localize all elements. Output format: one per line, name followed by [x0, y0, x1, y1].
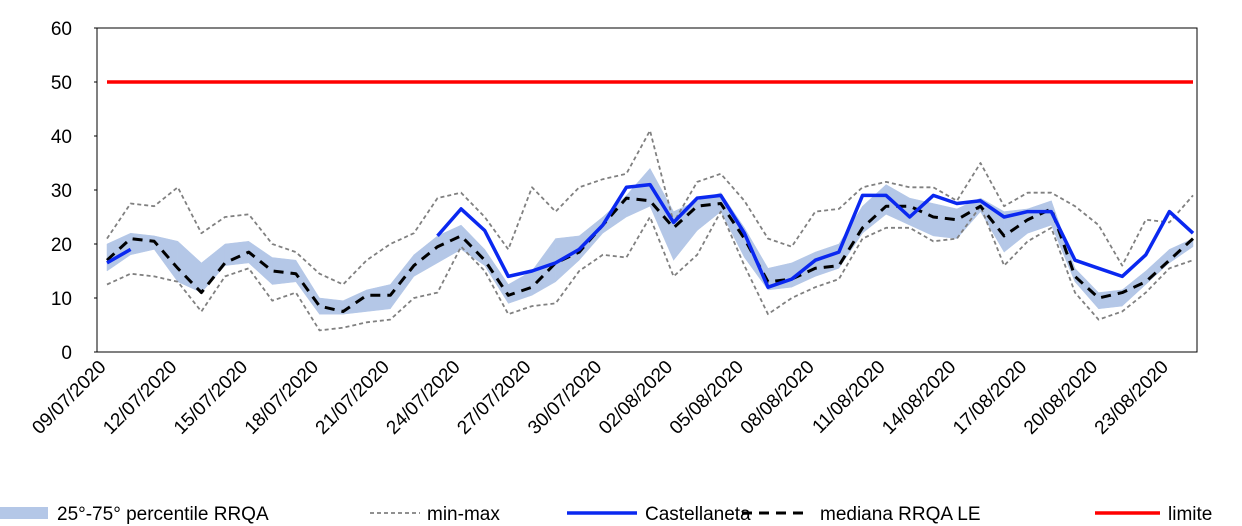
x-tick-label: 09/07/2020	[28, 357, 110, 439]
legend-swatch	[0, 507, 48, 519]
x-tick-label: 12/07/2020	[99, 357, 181, 439]
percentile-band	[153, 235, 179, 283]
y-tick-label: 60	[51, 19, 72, 40]
series-line	[105, 196, 1195, 313]
x-tick-label: 18/07/2020	[241, 357, 323, 439]
percentile-band	[933, 203, 958, 239]
x-tick-label: 23/08/2020	[1091, 357, 1173, 439]
legend-label: min-max	[427, 504, 500, 525]
y-tick-label: 20	[51, 235, 72, 256]
percentile-band	[484, 248, 509, 305]
x-tick-label: 27/07/2020	[453, 357, 535, 439]
percentile-band	[1074, 267, 1099, 310]
percentile-band	[319, 297, 344, 315]
legend-label: mediana RRQA LE	[820, 504, 981, 525]
percentile-band	[130, 232, 155, 256]
x-tick-label: 17/08/2020	[949, 357, 1031, 439]
x-tick-label: 15/07/2020	[170, 357, 252, 439]
y-tick-label: 40	[51, 127, 72, 148]
series-line	[106, 182, 1195, 289]
x-tick-label: 24/07/2020	[383, 357, 465, 439]
x-tick-label: 02/08/2020	[595, 357, 677, 439]
y-tick-label: 10	[51, 289, 72, 310]
y-tick-label: 30	[51, 181, 72, 202]
percentile-band	[295, 259, 320, 315]
legend-label: Castellaneta	[645, 504, 751, 525]
max-line	[106, 129, 1194, 286]
x-tick-label: 11/08/2020	[809, 357, 890, 438]
min-line	[106, 205, 1194, 332]
legend-label: 25°-75° percentile RRQA	[57, 504, 269, 525]
x-tick-label: 21/07/2020	[312, 357, 394, 439]
x-tick-label: 14/08/2020	[878, 357, 960, 439]
y-tick-label: 0	[61, 343, 72, 364]
percentile-band	[626, 167, 651, 218]
x-tick-label: 05/08/2020	[666, 357, 748, 439]
percentile-band	[224, 241, 249, 266]
x-tick-label: 20/08/2020	[1020, 357, 1102, 439]
y-tick-label: 50	[51, 73, 72, 94]
legend-label: limite	[1168, 504, 1212, 525]
percentile-band	[366, 284, 391, 312]
x-tick-label: 30/07/2020	[524, 357, 606, 439]
percentile-band	[980, 197, 1005, 254]
x-tick-label: 08/08/2020	[737, 357, 819, 439]
